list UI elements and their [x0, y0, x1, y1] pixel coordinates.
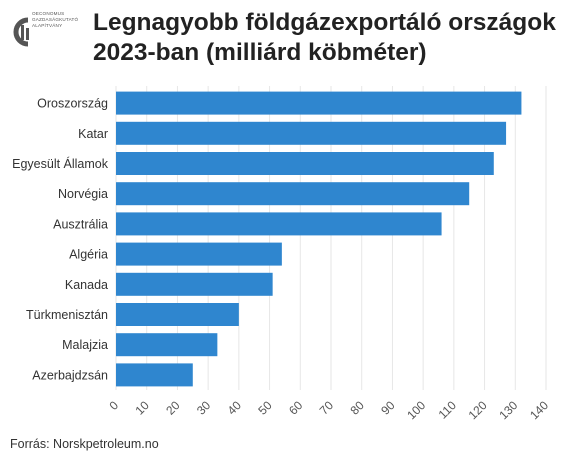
category-labels: Oroszország Katar Egyesült Államok Norvégia… [12, 97, 109, 383]
x-tick-label: 30 [194, 398, 214, 418]
bar-4 [116, 212, 442, 236]
bar-7 [116, 303, 239, 326]
x-tick-label: 60 [286, 398, 306, 418]
x-tick-label: 90 [378, 398, 398, 418]
x-tick-labels: 0 10 20 30 40 50 60 70 80 90 100 110 120 130 140 [106, 398, 551, 422]
category-label: Azerbajdzsán [32, 368, 108, 382]
x-tick-label: 50 [255, 398, 275, 418]
category-label: Oroszország [37, 97, 108, 111]
logo-text: OECONOMUS GAZDASÁGKUTATÓ ALAPÍTVÁNY [32, 11, 78, 29]
category-label: Ausztrália [53, 217, 108, 231]
category-label: Katar [78, 127, 108, 141]
x-tick-label: 120 [466, 398, 490, 422]
x-tick-label: 110 [436, 398, 460, 422]
bar-3 [116, 182, 470, 206]
x-tick-label: 10 [132, 398, 152, 418]
x-tick-label: 100 [404, 398, 428, 422]
category-label: Türkmenisztán [26, 308, 108, 322]
category-label: Malajzia [62, 338, 108, 352]
page-title: Legnagyobb földgázexportáló országok 202… [93, 9, 556, 66]
category-label: Egyesült Államok [12, 156, 109, 171]
bars [116, 91, 522, 387]
x-tick-label: 70 [317, 398, 337, 418]
category-label: Norvégia [58, 187, 108, 201]
category-label: Algéria [69, 248, 108, 262]
source-note: Forrás: Norskpetroleum.no [10, 437, 159, 451]
logo-icon [13, 17, 29, 47]
bar-2 [116, 152, 494, 175]
bar-0 [116, 91, 522, 115]
logo-line: GAZDASÁGKUTATÓ [32, 17, 79, 22]
logo-line: ALAPÍTVÁNY [32, 23, 63, 28]
bar-1 [116, 121, 507, 145]
x-tick-label: 80 [347, 398, 367, 418]
bar-9 [116, 363, 193, 387]
category-label: Kanada [65, 278, 108, 292]
x-tick-label: 20 [163, 398, 183, 418]
x-tick-label: 0 [106, 398, 121, 413]
bar-6 [116, 272, 273, 296]
bar-5 [116, 242, 282, 266]
logo-line: OECONOMUS [32, 11, 65, 16]
x-tick-label: 130 [496, 398, 520, 422]
x-tick-label: 140 [527, 398, 551, 422]
x-tick-label: 40 [225, 398, 245, 418]
bar-8 [116, 333, 218, 357]
